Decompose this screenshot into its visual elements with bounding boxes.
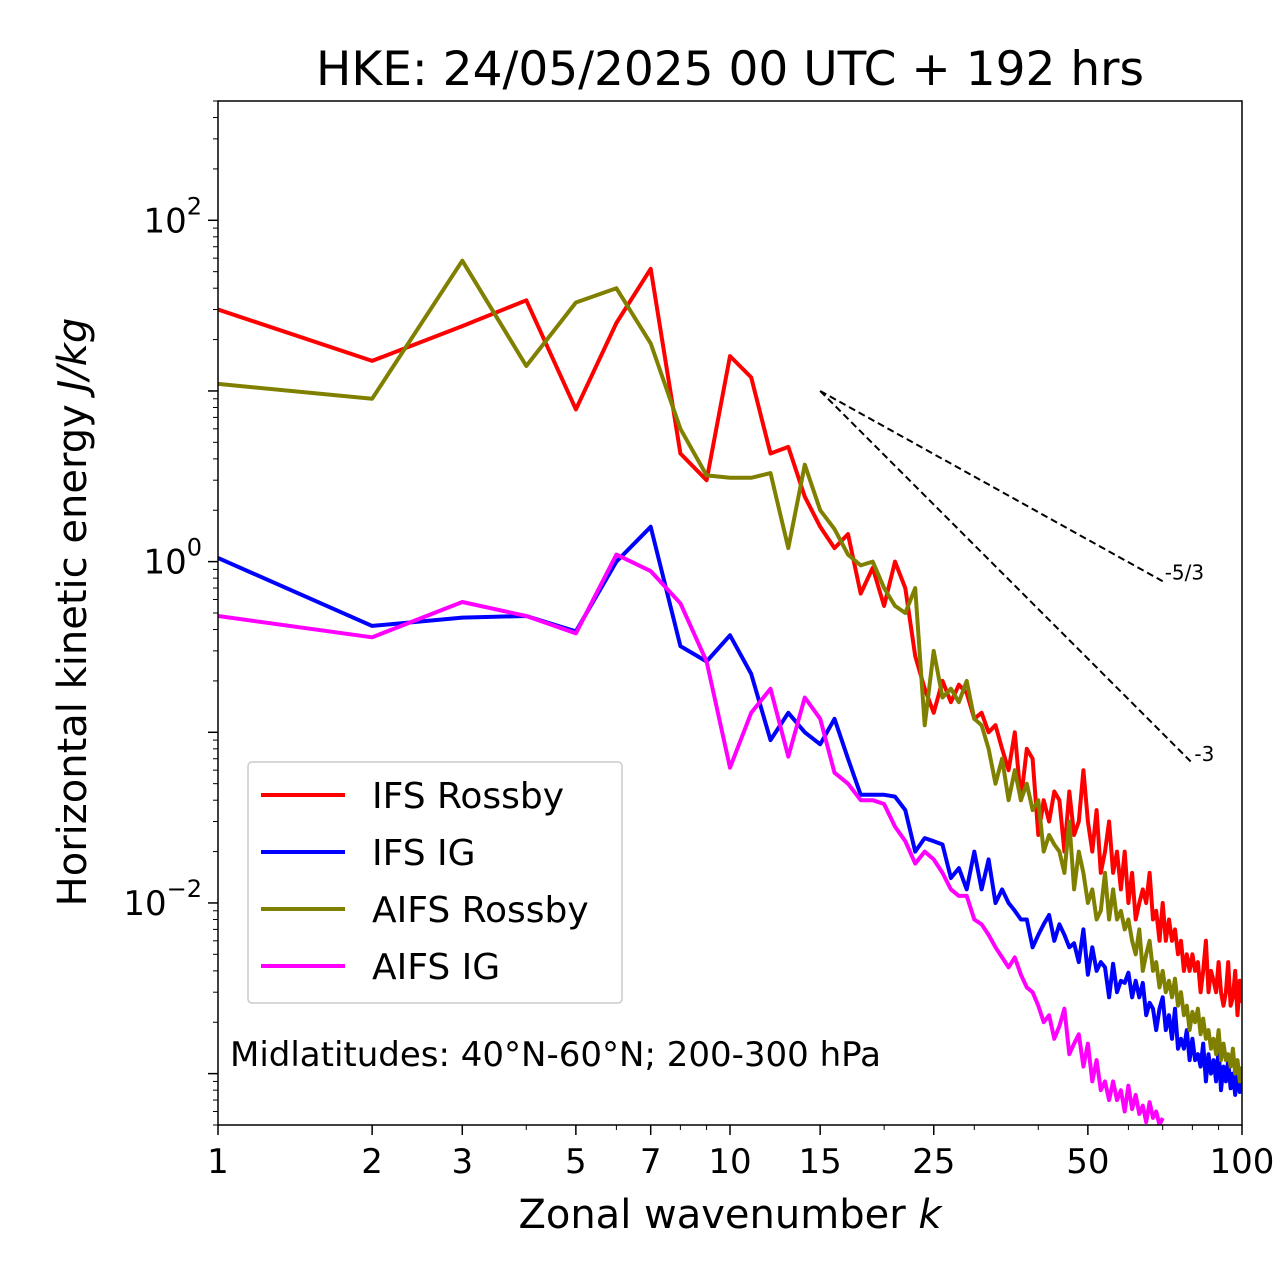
x-tick-label: 7 [640, 1142, 662, 1182]
x-tick-label: 10 [708, 1142, 751, 1182]
x-tick-label: 100 [1210, 1142, 1275, 1182]
legend-box [247, 761, 623, 1004]
x-tick-label: 50 [1066, 1142, 1109, 1182]
x-tick-label: 2 [361, 1142, 383, 1182]
legend-label: IFS Rossby [372, 776, 564, 817]
legend: IFS Rossby IFS IG AIFS Rossby AIFS IG [247, 761, 623, 1004]
series-layer [218, 258, 1242, 1125]
x-axis-ticks: 1 2 3 5 7 10 15 25 50 100 [207, 1125, 1274, 1182]
series-line-ifs-rossby [218, 266, 1242, 1018]
reference-slopes: -5/3 -3 [819, 390, 1214, 766]
x-tick-label: 25 [912, 1142, 955, 1182]
y-axis-ticks: 102 100 10−2 [123, 100, 218, 1126]
y-tick-label: 102 [143, 192, 202, 241]
y-tick-label: 100 [143, 534, 202, 583]
chart-title: HKE: 24/05/2025 00 UTC + 192 hrs [316, 42, 1144, 97]
y-tick-label: 10−2 [123, 875, 202, 924]
x-axis-label: Zonal wavenumber k [518, 1192, 943, 1238]
x-tick-label: 5 [565, 1142, 587, 1182]
x-tick-label: 3 [451, 1142, 473, 1182]
reference-slope-label: -5/3 [1165, 560, 1204, 584]
legend-label: IFS IG [372, 833, 476, 874]
x-tick-label: 1 [207, 1142, 229, 1182]
series-line-aifs-ig [218, 552, 1165, 1125]
legend-entries: IFS Rossby IFS IG AIFS Rossby AIFS IG [261, 776, 589, 988]
region-annotation: Midlatitudes: 40°N-60°N; 200-300 hPa [230, 1035, 881, 1075]
legend-label: AIFS IG [372, 947, 500, 988]
series-line-aifs-rossby [218, 258, 1242, 1084]
reference-slope-label: -3 [1194, 742, 1214, 766]
series-line-ifs-ig [218, 524, 1242, 1097]
x-tick-label: 15 [799, 1142, 842, 1182]
y-axis-label: Horizontal kinetic energy J/kg [50, 318, 96, 907]
legend-label: AIFS Rossby [372, 890, 589, 931]
